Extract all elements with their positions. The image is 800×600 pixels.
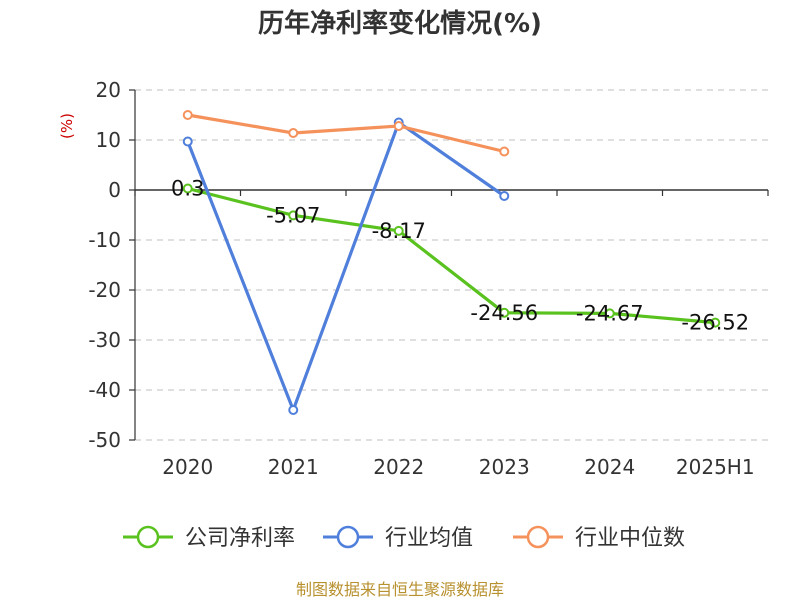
data-source-note: 制图数据来自恒生聚源数据库 — [296, 580, 504, 599]
x-tick-label: 2021 — [268, 455, 319, 479]
x-tick-label: 2023 — [479, 455, 530, 479]
x-tick-label: 2020 — [162, 455, 213, 479]
legend-item-2[interactable]: 行业均值 — [323, 525, 473, 551]
y-axis-unit: (%) — [58, 113, 76, 139]
legend-item-1[interactable]: 公司净利率 — [123, 525, 295, 551]
x-tick-label: 2024 — [584, 455, 635, 479]
data-label: 0.3 — [171, 177, 204, 201]
y-tick-label: 20 — [96, 78, 121, 102]
series-line-2 — [186, 120, 506, 412]
legend-marker-icon — [136, 525, 160, 549]
y-tick-label: -10 — [88, 228, 121, 252]
y-tick-label: -40 — [88, 378, 121, 402]
data-point — [499, 307, 510, 318]
y-tick-label: -50 — [88, 428, 121, 452]
data-point — [182, 136, 193, 147]
data-point — [710, 317, 721, 328]
series-line-3 — [187, 113, 505, 154]
data-label: -8.17 — [372, 219, 426, 243]
data-point — [288, 128, 299, 138]
legend-marker-icon — [526, 525, 550, 549]
data-point — [499, 191, 510, 201]
series-line-1 — [187, 186, 716, 325]
data-label: -26.52 — [681, 311, 749, 335]
legend-label: 行业均值 — [385, 526, 473, 551]
legend-item-3[interactable]: 行业中位数 — [513, 525, 685, 551]
data-point — [182, 110, 193, 120]
data-point — [604, 308, 615, 319]
x-tick-label: 2022 — [373, 455, 424, 479]
y-tick-label: 10 — [96, 128, 121, 152]
data-label: -24.67 — [576, 301, 644, 325]
data-label: -5.07 — [266, 203, 320, 227]
chart-title: 历年净利率变化情况(%) — [258, 8, 542, 39]
data-point — [288, 210, 299, 221]
axes: 20 10 0 -10 -20 -30 -40 -50 2020 2021 2022 2023 2024… — [88, 78, 769, 479]
legend-label: 公司净利率 — [185, 526, 295, 551]
data-point — [393, 121, 404, 131]
grid-lines — [135, 89, 768, 441]
x-tick-label: 2025H1 — [676, 455, 755, 479]
data-labels: 0.3 -5.07 -8.17 -24.56 -24.67 -26.52 — [171, 177, 749, 335]
data-point — [182, 183, 193, 194]
data-point — [393, 225, 404, 236]
data-label: -24.56 — [470, 301, 538, 325]
series-lines — [182, 110, 721, 415]
legend[interactable]: 公司净利率 行业均值 行业中位数 — [123, 525, 685, 551]
y-tick-label: -30 — [88, 328, 121, 352]
y-tick-label: -20 — [88, 278, 121, 302]
y-tick-label: 0 — [108, 178, 121, 202]
legend-marker-icon — [336, 525, 360, 549]
data-point — [499, 146, 510, 157]
data-point — [288, 405, 299, 415]
legend-label: 行业中位数 — [575, 526, 685, 551]
